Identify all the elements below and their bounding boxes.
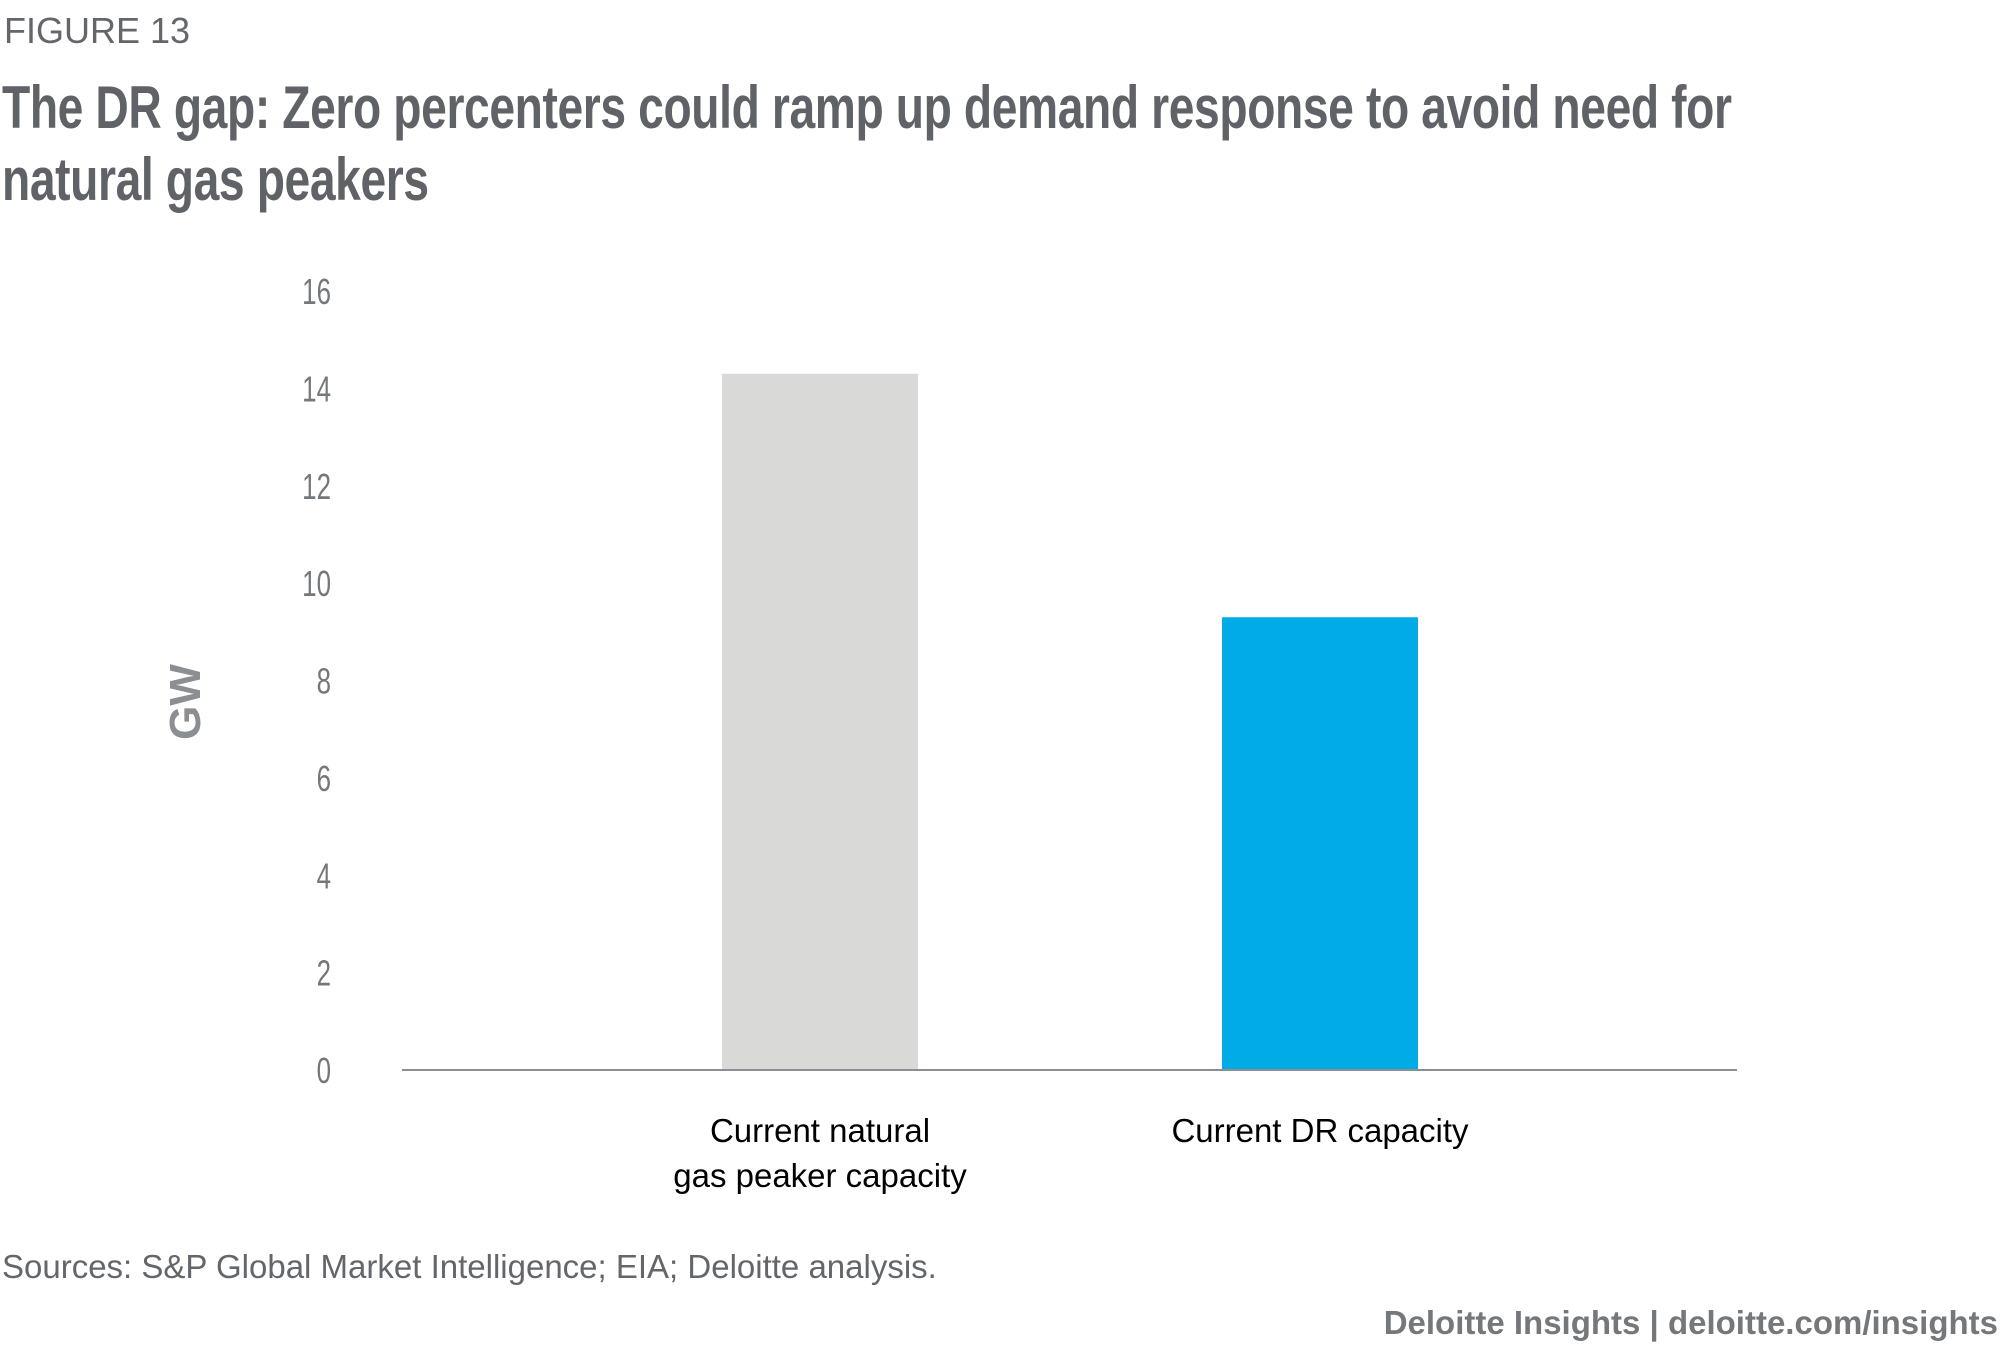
x-category-label: Current natural — [710, 1112, 930, 1149]
bar-2 — [1222, 617, 1418, 1070]
y-tick-label: 8 — [317, 661, 331, 701]
y-tick-label: 0 — [317, 1051, 331, 1091]
x-category-label: Current DR capacity — [1171, 1112, 1469, 1149]
y-tick-label: 10 — [302, 564, 331, 604]
sources-note: Sources: S&P Global Market Intelligence;… — [2, 1248, 937, 1285]
x-category-label: gas peaker capacity — [673, 1157, 967, 1194]
bar-1 — [722, 373, 918, 1070]
y-tick-label: 14 — [302, 369, 331, 409]
y-tick-label: 4 — [317, 856, 331, 896]
footer-credit: Deloitte Insights | deloitte.com/insight… — [1383, 1304, 1998, 1341]
y-tick-label: 2 — [317, 953, 331, 993]
chart-title: The DR gap: Zero percenters could ramp u… — [2, 74, 1732, 213]
y-tick-label: 16 — [302, 272, 331, 312]
y-axis-label: GW — [161, 664, 210, 740]
figure-label: FIGURE 13 — [4, 10, 191, 51]
y-tick-label: 6 — [317, 759, 331, 799]
y-tick-label: 12 — [302, 467, 331, 507]
